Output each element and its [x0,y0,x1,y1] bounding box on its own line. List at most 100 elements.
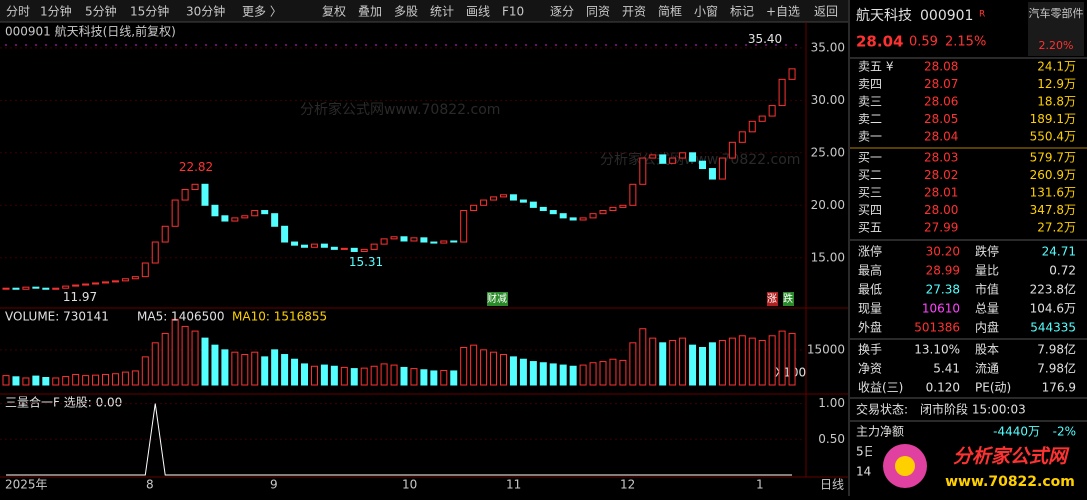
toolbar-button[interactable]: 5分钟 [85,4,117,19]
candle [370,243,378,250]
toolbar-button[interactable]: 1分钟 [40,4,72,19]
volume-bar [151,342,159,386]
toolbar-button[interactable]: 标记 [730,5,754,19]
candle [788,68,796,80]
toolbar-button[interactable]: 同资 [586,5,610,19]
stat-value: 28.99 [926,264,960,278]
candle [82,283,90,286]
candle [539,206,547,212]
candle [689,152,697,162]
volume-bar [529,361,537,386]
candle [708,168,716,180]
toolbar-button[interactable]: 30分钟 [186,4,225,19]
book-label: 卖三 [858,95,882,109]
book-volume: 579.7万 [1030,151,1076,165]
stat-label: PE(动) [975,381,1011,395]
volume-bar [171,318,179,386]
toolbar-button[interactable]: 简框 [658,5,682,19]
volume-bar [519,358,527,386]
toolbar-button[interactable]: 开资 [622,5,646,19]
volume-bar [589,362,597,386]
candle [161,225,169,243]
candle [460,210,468,243]
toolbar-button[interactable]: 逐分 [550,5,574,19]
book-price: 28.02 [924,168,958,182]
volume-bar [261,356,269,386]
toolbar-button[interactable]: 15分钟 [130,4,169,19]
stock-name: 航天科技 [856,8,912,24]
toolbar-button[interactable]: 多股 [394,5,418,19]
candle [251,210,259,217]
toolbar-button[interactable]: 更多 〉 [242,5,282,19]
volume-bar [231,351,239,386]
volume-bar [310,365,318,386]
stat-label: 换手 [858,343,882,357]
flow-row: 5日 [856,445,876,459]
toolbar-button[interactable]: F10 [502,5,524,19]
stat-value: 13.10% [914,343,960,357]
volume-bar [201,337,209,386]
volume-bar [619,359,627,386]
volume-bar [291,358,299,386]
candle [659,154,667,164]
book-label: 卖一 [858,130,882,144]
candle [699,160,706,170]
book-label: 买三 [858,186,882,200]
toolbar-button[interactable]: 返回 [814,5,838,19]
volume-bar [251,351,259,386]
book-volume: 260.9万 [1030,168,1076,182]
volume-bar [62,376,70,386]
book-label: 买一 [858,151,882,165]
volume-bar [629,342,637,386]
candle [22,286,30,290]
volume-bar [788,332,796,386]
volume-bar [460,347,468,386]
logo-flower-center [895,456,915,476]
volume-bar [579,364,587,386]
candle [400,236,408,242]
volume-bar [380,363,388,386]
toolbar-button[interactable]: +自选 [766,5,800,19]
volume-bar [221,349,229,386]
toolbar-button[interactable]: 分时 [6,5,30,19]
book-price: 28.00 [924,203,958,217]
candle [718,157,726,180]
stat-value: 10610 [922,302,960,316]
candle [629,183,637,206]
status-label: 交易状态: [856,402,908,417]
toolbar-button[interactable]: 小窗 [694,5,718,19]
volume-bar [649,337,657,386]
volume-bar [2,375,10,386]
stat-label: 最高 [858,263,882,278]
stat-label: 最低 [858,283,882,297]
volume-bar [699,347,706,386]
date-label: 1 [756,478,764,492]
candle [410,237,418,242]
stat-label: 外盘 [858,320,882,335]
watermark: 分析家公式网www.70822.com [300,101,500,118]
toolbar-button[interactable]: 画线 [466,5,490,19]
volume-bar [708,342,716,386]
candle [549,210,557,215]
stat-value: 104.6万 [1030,302,1076,316]
date-label: 8 [146,478,154,492]
toolbar-button[interactable]: 复权 [322,5,346,19]
candle [758,115,766,122]
book-price: 28.06 [924,95,958,109]
flow-label: 主力净额 [856,425,904,439]
stat-value: 501386 [914,321,960,335]
toolbar-button[interactable]: 统计 [430,5,454,19]
volume-bar [689,344,697,386]
date-label: 11 [506,478,521,492]
badge [487,292,498,306]
stat-label: 涨停 [858,244,882,259]
volume-bar [350,368,358,386]
book-price: 28.07 [924,77,958,91]
toolbar-button[interactable]: 叠加 [358,5,382,19]
candle [52,287,60,290]
volume-bar [111,373,119,386]
stat-label: 股本 [975,343,999,357]
price-annotation: 11.97 [63,290,97,304]
volume-bar [430,370,438,386]
